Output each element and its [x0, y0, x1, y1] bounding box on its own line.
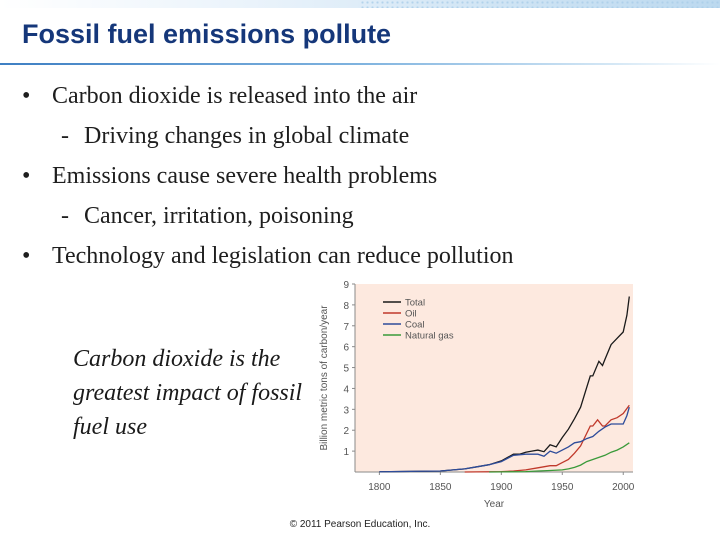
plot-area: [355, 284, 633, 472]
x-tick-label: 1850: [429, 482, 452, 493]
legend-entry: Oil: [405, 309, 417, 320]
chart-svg: 1 2 3 4 5 6 7 8 9 1800 1850 1900 1950 2000 Year Billion…: [319, 280, 635, 510]
bullet-marker: •: [22, 163, 31, 189]
y-tick-label: 4: [343, 384, 349, 395]
y-tick-label: 2: [343, 426, 349, 437]
bullet-item: • Technology and legislation can reduce …: [22, 240, 702, 280]
slide-title: Fossil fuel emissions pollute: [22, 19, 392, 49]
sub-bullet-item: - Cancer, irritation, poisoning: [22, 200, 702, 240]
y-tick-label: 6: [343, 343, 349, 354]
sub-bullet-text: Driving changes in global climate: [84, 123, 410, 149]
y-tick-label: 7: [343, 322, 349, 333]
copyright-notice: © 2011 Pearson Education, Inc.: [289, 519, 431, 530]
chart-caption: Carbon dioxide is the greatest impact of…: [73, 346, 303, 440]
emissions-chart: 1 2 3 4 5 6 7 8 9 1800 1850 1900 1950 2000 Year Billion…: [305, 272, 645, 517]
sub-bullet-text: Cancer, irritation, poisoning: [84, 203, 354, 229]
y-tick-label: 3: [343, 405, 349, 416]
bullet-item: • Carbon dioxide is released into the ai…: [22, 80, 702, 120]
y-tick-label: 5: [343, 364, 349, 375]
bullet-marker: •: [22, 243, 31, 269]
y-tick-label: 1: [343, 447, 349, 458]
title-underline: [0, 63, 720, 65]
y-axis-label: Billion metric tons of carbon/year: [319, 305, 330, 451]
x-tick-label: 1800: [368, 482, 391, 493]
top-decor-dots: [360, 0, 720, 8]
bullet-marker: •: [22, 83, 31, 109]
series-line-natural-gas: [489, 442, 630, 473]
bullet-text: Emissions cause severe health problems: [52, 163, 438, 189]
bullet-text: Carbon dioxide is released into the air: [52, 83, 418, 109]
legend-entry: Coal: [405, 320, 425, 331]
sub-bullet-item: - Driving changes in global climate: [22, 120, 702, 160]
y-tick-label: 9: [343, 280, 349, 291]
sub-bullet-marker: -: [61, 123, 69, 149]
x-tick-label: 1950: [551, 482, 574, 493]
series-line-oil: [464, 404, 630, 473]
top-decor-band: [0, 0, 720, 8]
sub-bullet-marker: -: [61, 203, 69, 229]
series-line-coal: [379, 407, 630, 473]
bullet-list: • Carbon dioxide is released into the ai…: [22, 80, 702, 280]
legend-entry: Total: [405, 298, 425, 309]
x-tick-label: 1900: [490, 482, 513, 493]
y-tick-label: 8: [343, 301, 349, 312]
legend-entry: Natural gas: [405, 331, 454, 342]
bullet-item: • Emissions cause severe health problems: [22, 160, 702, 200]
x-axis-label: Year: [484, 499, 505, 510]
bullet-text: Technology and legislation can reduce po…: [52, 243, 514, 269]
x-tick-label: 2000: [612, 482, 635, 493]
